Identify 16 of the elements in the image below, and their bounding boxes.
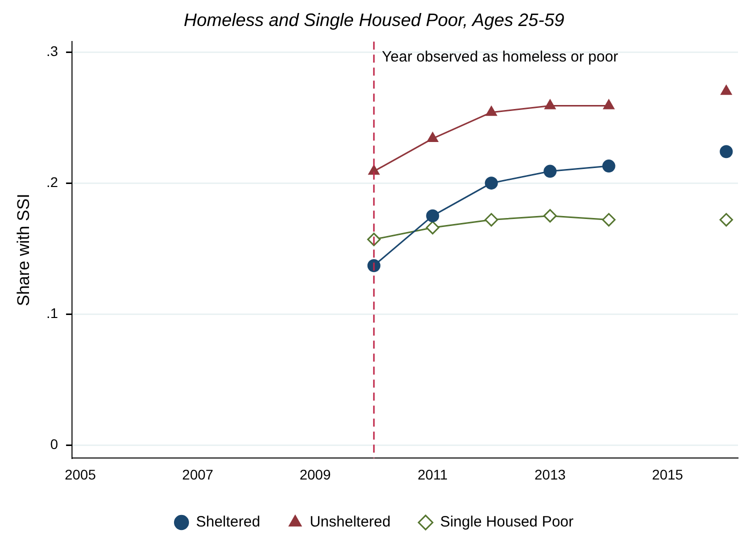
legend-label: Sheltered <box>196 514 260 531</box>
legend-label: Single Housed Poor <box>440 514 574 531</box>
chart-title: Homeless and Single Housed Poor, Ages 25-59 <box>184 10 564 30</box>
x-tick-label: 2007 <box>182 466 214 482</box>
ref-line-label: Year observed as homeless or poor <box>382 48 618 66</box>
x-tick-label: 2009 <box>300 466 331 482</box>
x-tick-label: 2011 <box>418 466 448 482</box>
y-tick-label: .1 <box>46 304 58 321</box>
legend-label: Unsheltered <box>310 514 391 531</box>
y-tick-label: .3 <box>46 42 58 59</box>
x-tick-label: 2015 <box>652 466 684 482</box>
y-axis-title: Share with SSI <box>14 194 33 306</box>
y-tick-label: .2 <box>46 174 58 190</box>
x-tick-label: 2013 <box>534 466 566 482</box>
y-tick-label: 0 <box>50 436 58 452</box>
x-tick-label: 2005 <box>64 466 96 482</box>
